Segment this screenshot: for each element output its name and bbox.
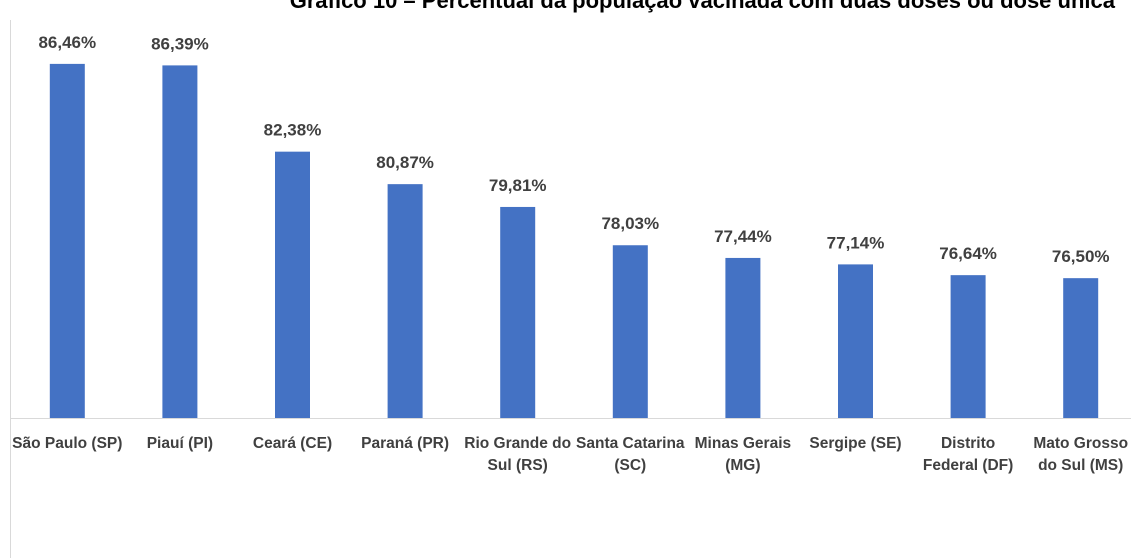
value-label: 80,87%: [376, 153, 434, 172]
x-tick-label: Piauí (PI): [146, 435, 214, 452]
bar: [387, 184, 423, 418]
value-label: 78,03%: [601, 214, 659, 233]
bar: [500, 206, 536, 418]
value-label: 76,50%: [1052, 247, 1110, 266]
x-tick-label: Ceará (CE): [252, 435, 333, 452]
value-label: 77,44%: [714, 227, 772, 246]
value-label: 86,46%: [38, 33, 96, 52]
x-tick-label: Paraná (PR): [361, 435, 450, 452]
value-label: 76,64%: [939, 244, 997, 263]
chart-title: Gráfico 10 – Percentual da população vac…: [290, 0, 1116, 13]
x-tick-label: Minas Gerais (MG): [694, 435, 792, 474]
bar: [162, 65, 198, 418]
bar: [275, 151, 310, 418]
bar: [1063, 278, 1099, 418]
x-tick-label: Santa Catarina (SC): [576, 435, 685, 474]
value-label: 79,81%: [489, 176, 547, 195]
bar: [49, 63, 85, 418]
bar: [725, 257, 761, 418]
x-tick-label: Mato Grosso do Sul (MS): [1033, 435, 1129, 474]
bar: [950, 275, 986, 418]
bar: [838, 264, 873, 418]
x-tick-label: Distrito Federal (DF): [922, 435, 1014, 474]
value-label: 77,14%: [827, 233, 885, 252]
value-label: 82,38%: [264, 121, 322, 140]
x-tick-label: São Paulo (SP): [12, 435, 123, 452]
bar: [612, 245, 648, 418]
value-label: 86,39%: [151, 34, 209, 53]
x-tick-label: Sergipe (SE): [809, 435, 902, 452]
x-tick-label: Rio Grande do Sul (RS): [464, 435, 572, 474]
